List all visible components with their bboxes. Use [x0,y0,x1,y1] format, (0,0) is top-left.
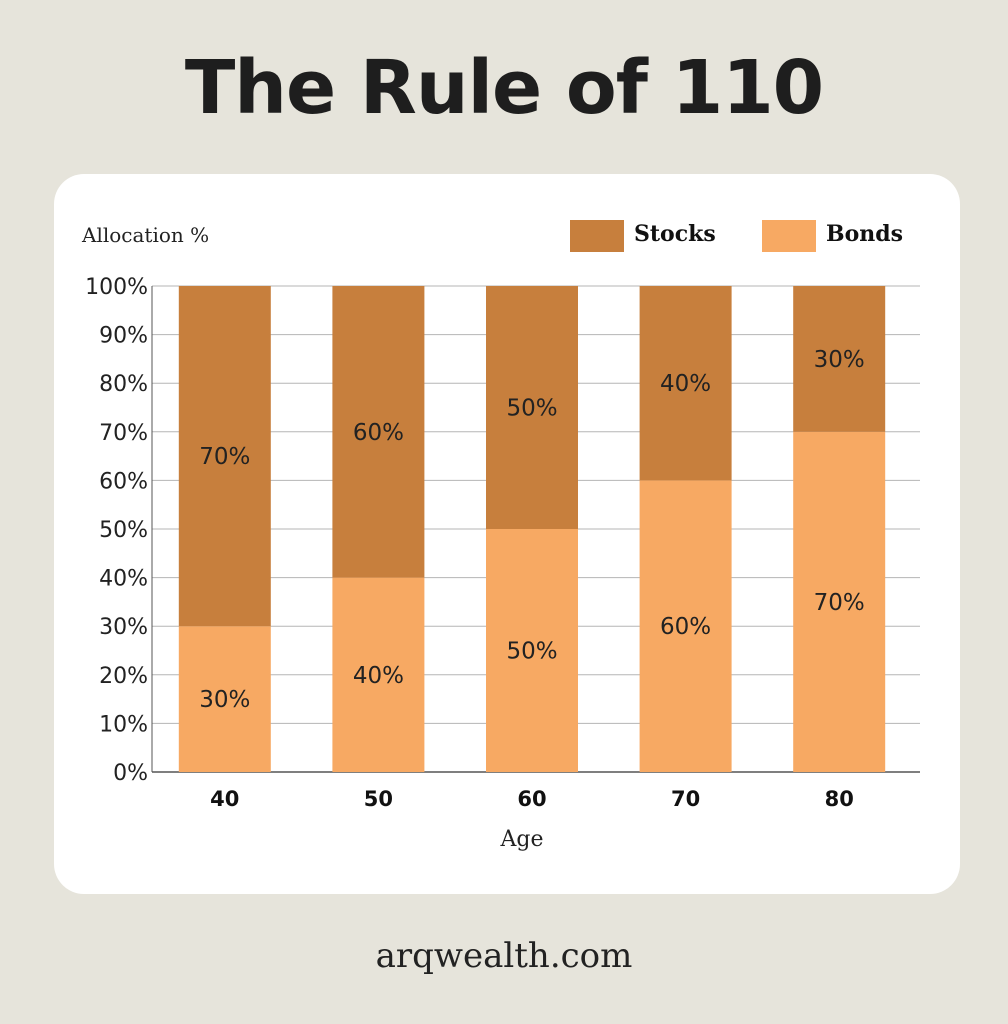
page-title: The Rule of 110 [184,45,824,131]
bar-stocks [332,286,425,578]
legend-label-stocks: Stocks [634,221,716,247]
data-label-bonds: 30% [199,687,250,713]
y-tick-label: 20% [99,664,148,689]
bar-stocks [639,286,732,481]
bar-bonds [793,431,886,772]
y-tick-label: 30% [99,615,148,640]
y-tick-label: 80% [99,372,148,397]
x-tick-label: 80 [825,787,854,811]
legend-swatch-bonds [762,220,816,252]
footer-url: arqwealth.com [375,936,633,976]
x-axis-label: Age [500,827,544,852]
x-tick-label: 50 [364,787,393,811]
data-label-stocks: 30% [814,347,865,373]
data-label-stocks: 50% [506,396,557,422]
data-label-stocks: 70% [199,444,250,470]
data-label-stocks: 60% [353,420,404,446]
data-label-bonds: 50% [506,639,557,665]
y-tick-label: 100% [85,275,148,300]
data-label-bonds: 70% [814,590,865,616]
x-tick-label: 40 [210,787,239,811]
y-tick-label: 60% [99,469,148,494]
y-tick-label: 90% [99,324,148,349]
y-tick-label: 40% [99,567,148,592]
data-label-bonds: 60% [660,614,711,640]
stacked-bar-chart: Allocation % 0% 10% 20% 30% 40% 50% 60% 70% 80% 90… [81,220,920,852]
y-tick-label: 70% [99,421,148,446]
bar-bonds [178,626,271,772]
legend-label-bonds: Bonds [826,221,903,247]
bar-stocks [793,286,886,432]
y-tick-label: 0% [113,761,148,786]
y-tick-label: 50% [99,518,148,543]
x-tick-label: 70 [671,787,700,811]
bar-bonds [486,529,578,772]
y-axis-label: Allocation % [81,223,209,247]
chart-card: Allocation % 0% 10% 20% 30% 40% 50% 60% 70% 80% 90… [54,174,960,894]
x-tick-label: 60 [517,787,546,811]
data-label-stocks: 40% [660,371,711,397]
legend-swatch-stocks [570,220,624,252]
data-label-bonds: 40% [353,663,404,689]
bar-stocks [486,286,578,529]
bar-bonds [332,577,425,772]
y-tick-label: 10% [99,712,148,737]
bar-stocks [178,286,271,627]
bar-bonds [639,480,732,772]
